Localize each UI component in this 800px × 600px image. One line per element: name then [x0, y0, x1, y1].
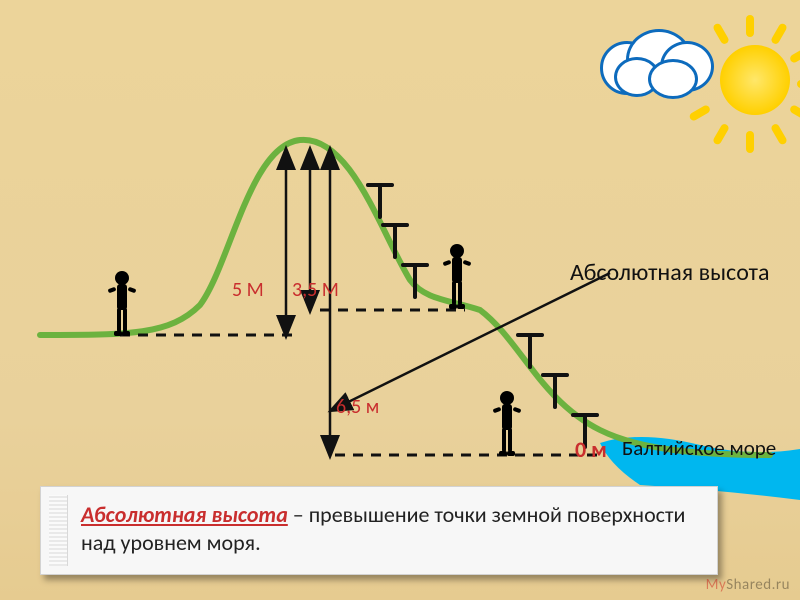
- hill-curve: [40, 140, 770, 455]
- person-icon-1: [105, 270, 139, 338]
- person-icon-3: [490, 390, 524, 458]
- definition-box: Абсолютная высота – превышение точки зем…: [40, 486, 718, 575]
- absolute-height-label: Абсолютная высота: [570, 258, 769, 287]
- zero-level-label: 0 м: [575, 436, 607, 463]
- height-label-h_left: 5 М: [232, 278, 264, 302]
- person-icon-2: [440, 243, 474, 311]
- dashed-guides: [120, 310, 600, 455]
- definition-term: Абсолютная высота: [81, 501, 288, 528]
- watermark-prefix: My: [706, 576, 727, 594]
- sea-label: Балтийское море: [622, 435, 776, 461]
- watermark: MyShared.ru: [706, 576, 790, 594]
- height-arrows: [286, 150, 330, 455]
- diagram-canvas: Абсолютная высота Балтийское море 0 м 5 …: [0, 0, 800, 600]
- watermark-suffix: Shared.ru: [726, 576, 790, 594]
- height-label-h_full: 6,5 м: [336, 395, 379, 419]
- height-label-h_mid: 3,5 М: [292, 278, 339, 302]
